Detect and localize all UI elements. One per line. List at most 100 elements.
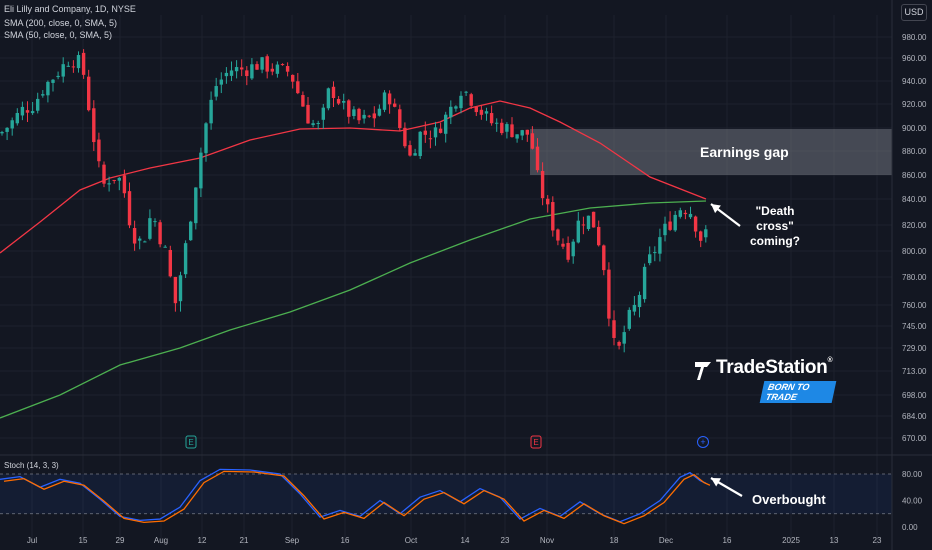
candle <box>10 117 14 136</box>
symbol-title[interactable]: Eli Lilly and Company, 1D, NYSE <box>4 4 136 14</box>
time-tick-label: 12 <box>198 536 207 545</box>
stochastic-panel: 80.00 40.00 0.00 <box>0 468 923 532</box>
candle <box>663 216 667 242</box>
time-tick-label: Oct <box>405 536 418 545</box>
candle <box>469 92 473 109</box>
candle <box>561 238 565 250</box>
candle <box>296 73 300 95</box>
time-tick-label: 14 <box>461 536 470 545</box>
price-tick-label: 698.00 <box>902 391 927 400</box>
price-tick-label: 713.00 <box>902 367 927 376</box>
currency-button[interactable]: USD <box>901 4 927 21</box>
price-tick-label: 980.00 <box>902 33 927 42</box>
candle <box>291 74 295 89</box>
candle <box>148 209 152 241</box>
candle <box>637 291 642 318</box>
time-tick-label: Nov <box>540 536 554 545</box>
earnings-marker[interactable]: E <box>185 435 197 449</box>
stoch-d-line <box>3 470 711 525</box>
candle <box>275 61 280 78</box>
price-tick-label: 880.00 <box>902 147 927 156</box>
candle <box>632 296 637 316</box>
overbought-label: Overbought <box>752 492 826 507</box>
overbought-arrow <box>710 477 743 497</box>
sma200-legend[interactable]: SMA (200, close, 0, SMA, 5) <box>4 18 118 28</box>
candle <box>46 80 50 103</box>
time-tick-label: 13 <box>830 536 839 545</box>
candle <box>586 215 591 231</box>
candle <box>495 118 499 132</box>
candle <box>163 245 167 248</box>
time-tick-label: 18 <box>610 536 619 545</box>
time-tick-label: Jul <box>27 536 37 545</box>
candle <box>36 92 40 114</box>
candle <box>673 210 677 232</box>
price-tick-label: 900.00 <box>902 124 927 133</box>
candle <box>581 216 586 235</box>
candle <box>454 105 458 112</box>
candle <box>612 310 616 346</box>
candle <box>479 105 484 120</box>
candle <box>489 105 494 126</box>
candle <box>597 220 601 247</box>
earnings-marker[interactable]: E <box>530 435 542 449</box>
candle <box>377 104 382 117</box>
candle <box>571 239 575 264</box>
candle <box>668 211 672 232</box>
candle <box>393 98 397 108</box>
candle <box>648 246 652 266</box>
price-tick-label: 940.00 <box>902 77 927 86</box>
death-cross-arrow <box>710 203 741 227</box>
candle <box>642 263 647 303</box>
time-tick-label: 16 <box>341 536 350 545</box>
candle <box>311 119 315 128</box>
event-markers[interactable]: E E + <box>185 435 709 449</box>
candle <box>530 126 535 150</box>
candle <box>71 60 76 73</box>
candle <box>51 78 55 92</box>
candle <box>433 121 438 146</box>
candle <box>183 240 188 279</box>
candle <box>122 169 127 198</box>
candle <box>56 71 60 80</box>
candle <box>81 49 86 79</box>
candle <box>683 209 688 220</box>
price-tick-label: 820.00 <box>902 221 927 230</box>
price-tick-label: 800.00 <box>902 247 927 256</box>
candle <box>617 340 621 350</box>
candle <box>607 262 611 327</box>
candle <box>413 148 417 156</box>
dividend-marker[interactable]: + <box>697 436 709 448</box>
candle <box>551 196 555 237</box>
svg-text:+: + <box>700 437 705 447</box>
candle <box>316 120 320 130</box>
candle <box>704 225 708 243</box>
candle <box>25 101 30 123</box>
price-tick-label: 840.00 <box>902 195 927 204</box>
candle <box>158 219 162 248</box>
candle <box>693 215 698 238</box>
candle <box>622 325 626 353</box>
death-cross-line-3: coming? <box>750 234 800 248</box>
candle <box>500 118 504 136</box>
time-tick-label: 23 <box>873 536 882 545</box>
sma200-path <box>0 200 707 419</box>
candle <box>117 177 121 191</box>
sma200-line <box>0 200 707 419</box>
candle <box>678 207 682 219</box>
candle <box>250 58 254 80</box>
time-tick-label: 16 <box>723 536 732 545</box>
candle <box>367 114 371 118</box>
candle <box>362 109 366 124</box>
candle <box>265 54 269 79</box>
candle <box>602 244 606 276</box>
candle <box>546 195 550 213</box>
stoch-legend[interactable]: Stoch (14, 3, 3) <box>4 461 59 470</box>
price-tick-label: 860.00 <box>902 171 927 180</box>
candle <box>566 236 570 263</box>
price-tick-label: 920.00 <box>902 100 927 109</box>
sma50-legend[interactable]: SMA (50, close, 0, SMA, 5) <box>4 30 113 40</box>
tradestation-mark-icon <box>695 362 711 380</box>
candle <box>270 63 274 76</box>
